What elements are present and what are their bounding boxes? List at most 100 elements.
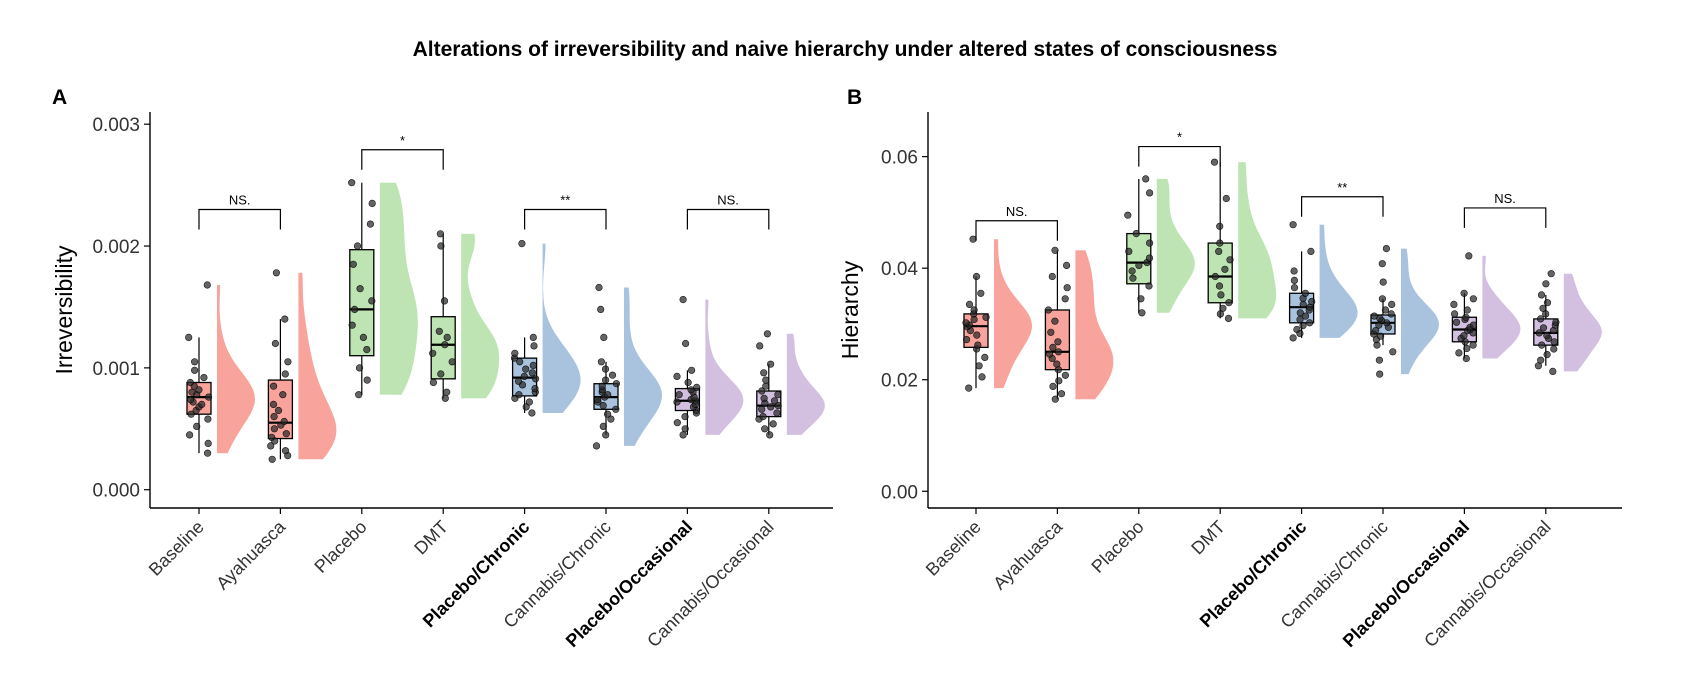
data-point xyxy=(204,439,212,448)
data-point xyxy=(203,281,211,289)
data-point xyxy=(1145,254,1154,262)
data-point xyxy=(1536,315,1545,323)
data-point xyxy=(1542,280,1550,288)
data-point xyxy=(349,260,357,268)
x-tick-label: Baseline xyxy=(922,517,985,580)
data-point xyxy=(281,315,289,323)
data-point xyxy=(1137,295,1145,303)
data-point xyxy=(1124,211,1132,219)
data-point xyxy=(1463,306,1471,314)
data-point xyxy=(1055,377,1063,385)
category-group xyxy=(1533,270,1602,376)
data-point xyxy=(530,342,538,350)
data-point xyxy=(973,331,981,339)
half-violin xyxy=(298,272,337,460)
data-point xyxy=(1289,334,1297,342)
significance-label: * xyxy=(400,133,405,148)
data-point xyxy=(1552,318,1560,326)
data-point xyxy=(1378,295,1386,303)
half-violin xyxy=(1075,250,1114,400)
half-violin xyxy=(1319,224,1358,338)
half-violin xyxy=(1401,248,1439,375)
data-point xyxy=(1376,370,1384,378)
data-point xyxy=(1465,252,1473,260)
data-point xyxy=(271,339,280,348)
data-point xyxy=(1063,284,1071,292)
data-point xyxy=(187,410,195,418)
data-point xyxy=(1379,278,1387,286)
data-point xyxy=(1128,267,1136,275)
data-point xyxy=(1053,360,1061,368)
data-point xyxy=(1537,291,1546,299)
data-point xyxy=(193,422,201,431)
y-tick-label: 0.02 xyxy=(881,371,918,392)
data-point xyxy=(191,358,199,366)
panel-label: A xyxy=(52,86,67,109)
data-point xyxy=(1308,298,1316,306)
data-point xyxy=(1045,350,1054,358)
data-point xyxy=(280,417,288,426)
half-violin xyxy=(1482,255,1521,359)
significance-bracket: NS. xyxy=(686,192,770,230)
data-point xyxy=(188,388,196,396)
significance-label: NS. xyxy=(1006,204,1028,219)
half-violin xyxy=(994,239,1032,389)
data-point xyxy=(599,402,607,410)
data-point xyxy=(1296,309,1304,317)
data-point xyxy=(759,413,767,421)
data-point xyxy=(693,383,701,392)
data-point xyxy=(1051,395,1059,403)
data-point xyxy=(1301,312,1310,320)
data-point xyxy=(1299,300,1307,309)
data-point xyxy=(279,391,287,399)
data-point xyxy=(363,346,371,354)
data-point xyxy=(1462,354,1470,363)
category-group xyxy=(510,240,581,417)
data-point xyxy=(195,386,203,394)
category-group xyxy=(348,179,418,399)
category-group xyxy=(185,281,255,457)
data-point xyxy=(284,358,292,366)
x-tick-label: DMT xyxy=(410,517,452,559)
data-point xyxy=(1226,256,1234,264)
x-tick-label: Placebo xyxy=(310,517,370,577)
data-point xyxy=(681,339,690,348)
significance-bracket: NS. xyxy=(1463,191,1547,228)
x-tick-label: Baseline xyxy=(145,517,208,580)
figure-title: Alterations of irreversibility and naive… xyxy=(413,38,1278,61)
data-point xyxy=(1550,338,1558,346)
data-point xyxy=(269,400,278,409)
bracket-line xyxy=(1301,196,1384,217)
data-point xyxy=(528,409,536,417)
data-point xyxy=(679,431,687,439)
data-point xyxy=(272,269,281,277)
data-point xyxy=(978,373,986,381)
data-point xyxy=(348,179,356,187)
significance-bracket: * xyxy=(1138,130,1221,167)
data-point xyxy=(448,358,456,366)
data-point xyxy=(204,415,212,423)
data-point xyxy=(1469,321,1478,329)
category-group xyxy=(1044,246,1114,403)
data-point xyxy=(348,321,356,329)
data-point xyxy=(982,313,990,321)
data-point xyxy=(981,353,989,362)
y-tick-label: 0.002 xyxy=(92,237,140,258)
significance-label: * xyxy=(1177,130,1182,145)
data-point xyxy=(773,409,781,417)
data-point xyxy=(1450,310,1459,318)
half-violin xyxy=(1238,162,1277,319)
data-point xyxy=(441,394,449,402)
data-point xyxy=(1061,371,1069,379)
data-point xyxy=(679,296,687,304)
data-point xyxy=(1145,189,1154,197)
data-point xyxy=(970,306,978,314)
data-point xyxy=(1221,265,1229,273)
data-point xyxy=(681,425,689,433)
data-point xyxy=(758,405,766,413)
half-violin xyxy=(705,299,744,435)
data-point xyxy=(756,342,764,350)
data-point xyxy=(1376,332,1385,340)
data-point xyxy=(1460,289,1468,297)
bracket-line xyxy=(975,220,1058,241)
